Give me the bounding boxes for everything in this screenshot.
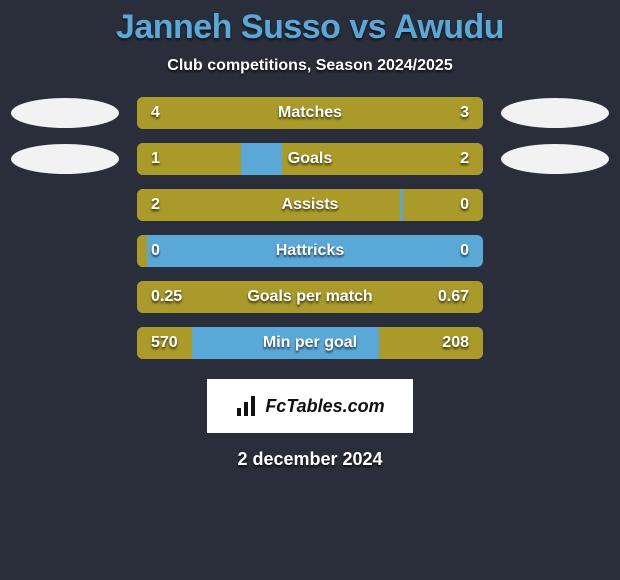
stat-label: Goals per match <box>137 281 483 313</box>
stat-bar: 0.250.67Goals per match <box>137 281 483 313</box>
stat-label: Hattricks <box>137 235 483 267</box>
stat-label: Goals <box>137 143 483 175</box>
stat-row: 570208Min per goal <box>0 327 620 359</box>
date-label: 2 december 2024 <box>0 449 620 470</box>
stat-bar: 12Goals <box>137 143 483 175</box>
stat-label: Assists <box>137 189 483 221</box>
player-left-marker <box>11 98 119 128</box>
stat-bar: 00Hattricks <box>137 235 483 267</box>
stat-bar: 43Matches <box>137 97 483 129</box>
page-title: Janneh Susso vs Awudu <box>0 8 620 47</box>
player-left-marker <box>11 144 119 174</box>
stat-bar: 570208Min per goal <box>137 327 483 359</box>
stat-row: 12Goals <box>0 143 620 175</box>
stat-rows: 43Matches 12Goals 20Assists 00Hattricks 0.25… <box>0 97 620 359</box>
stat-row: 0.250.67Goals per match <box>0 281 620 313</box>
stat-bar: 20Assists <box>137 189 483 221</box>
stat-label: Matches <box>137 97 483 129</box>
stat-row: 00Hattricks <box>0 235 620 267</box>
stat-row: 20Assists <box>0 189 620 221</box>
player-right-marker <box>501 144 609 174</box>
logo-badge[interactable]: FcTables.com <box>207 379 413 433</box>
logo-text: FcTables.com <box>265 396 384 417</box>
stat-label: Min per goal <box>137 327 483 359</box>
stat-row: 43Matches <box>0 97 620 129</box>
comparison-widget: Janneh Susso vs Awudu Club competitions,… <box>0 0 620 470</box>
subtitle: Club competitions, Season 2024/2025 <box>0 57 620 75</box>
player-right-marker <box>501 98 609 128</box>
chart-icon <box>235 394 259 418</box>
